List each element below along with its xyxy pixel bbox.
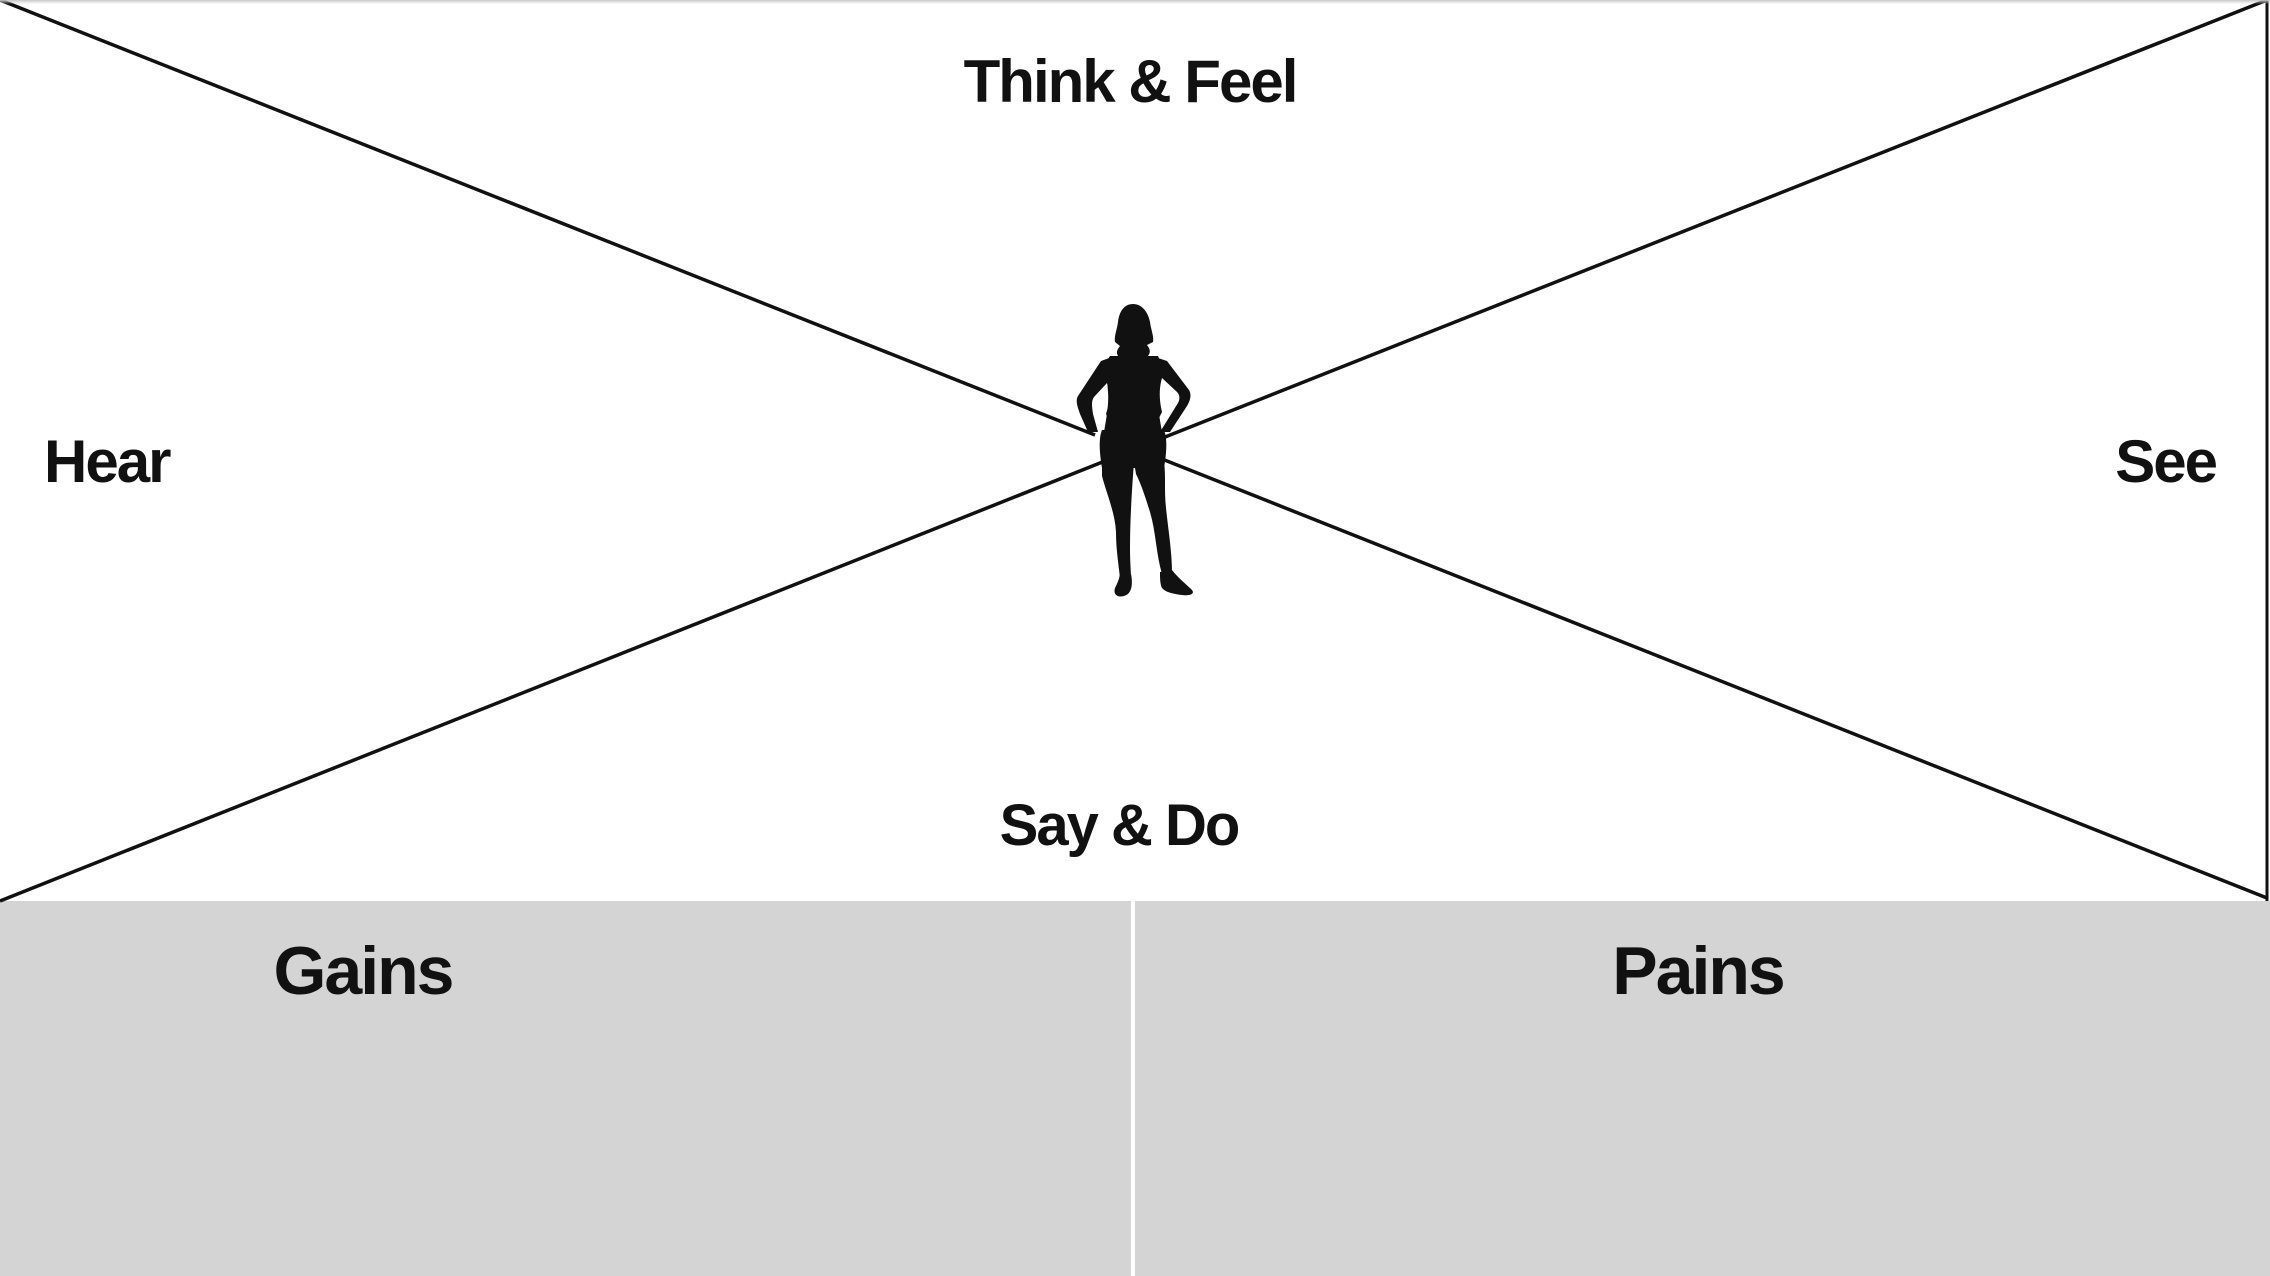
say-do-label: Say & Do <box>999 793 1241 858</box>
gains-label: Gains <box>273 933 455 1009</box>
diagonal-top-left <box>0 0 1096 437</box>
gains-panel <box>0 901 1131 1276</box>
diagonal-bottom-right <box>1161 457 2268 900</box>
see-label: See <box>2115 428 2218 495</box>
think-feel-label: Think & Feel <box>963 48 1299 115</box>
person-silhouette-icon <box>1076 304 1193 597</box>
top-edge-shadow <box>0 0 2270 4</box>
hear-label: Hear <box>44 428 171 495</box>
pains-panel <box>1135 901 2270 1276</box>
diagonal-top-right <box>1159 0 2268 441</box>
pains-label: Pains <box>1612 933 1785 1009</box>
diagonal-bottom-left <box>0 459 1106 903</box>
